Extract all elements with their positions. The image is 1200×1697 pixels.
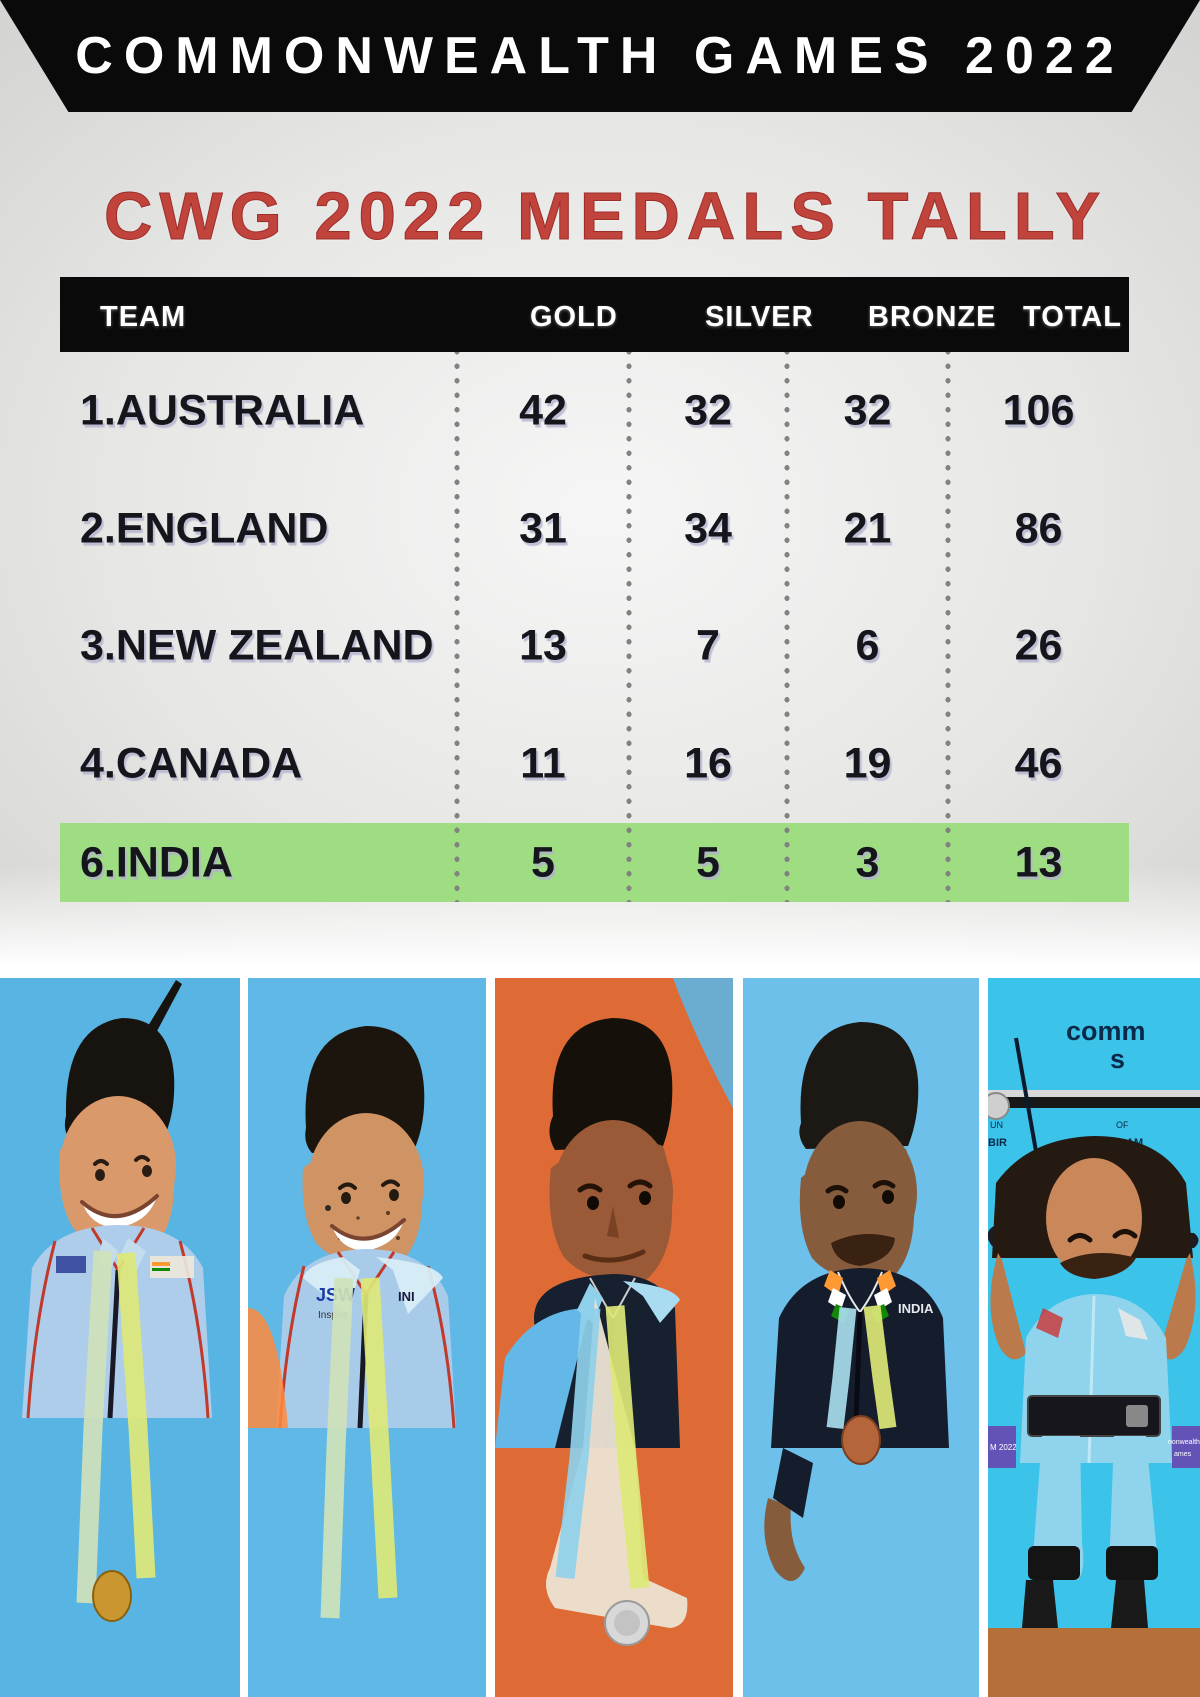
svg-text:comm: comm bbox=[1066, 1016, 1146, 1046]
svg-text:INDIA: INDIA bbox=[898, 1301, 934, 1316]
svg-text:nonwealth: nonwealth bbox=[1168, 1439, 1200, 1446]
svg-text:s: s bbox=[1110, 1044, 1125, 1074]
svg-text:M 2022: M 2022 bbox=[990, 1443, 1017, 1452]
svg-text:OF: OF bbox=[1116, 1120, 1129, 1130]
svg-text:BIR: BIR bbox=[988, 1137, 1007, 1149]
svg-text:INI: INI bbox=[398, 1289, 415, 1304]
svg-text:UN: UN bbox=[990, 1120, 1003, 1130]
svg-text:ames: ames bbox=[1174, 1451, 1192, 1458]
